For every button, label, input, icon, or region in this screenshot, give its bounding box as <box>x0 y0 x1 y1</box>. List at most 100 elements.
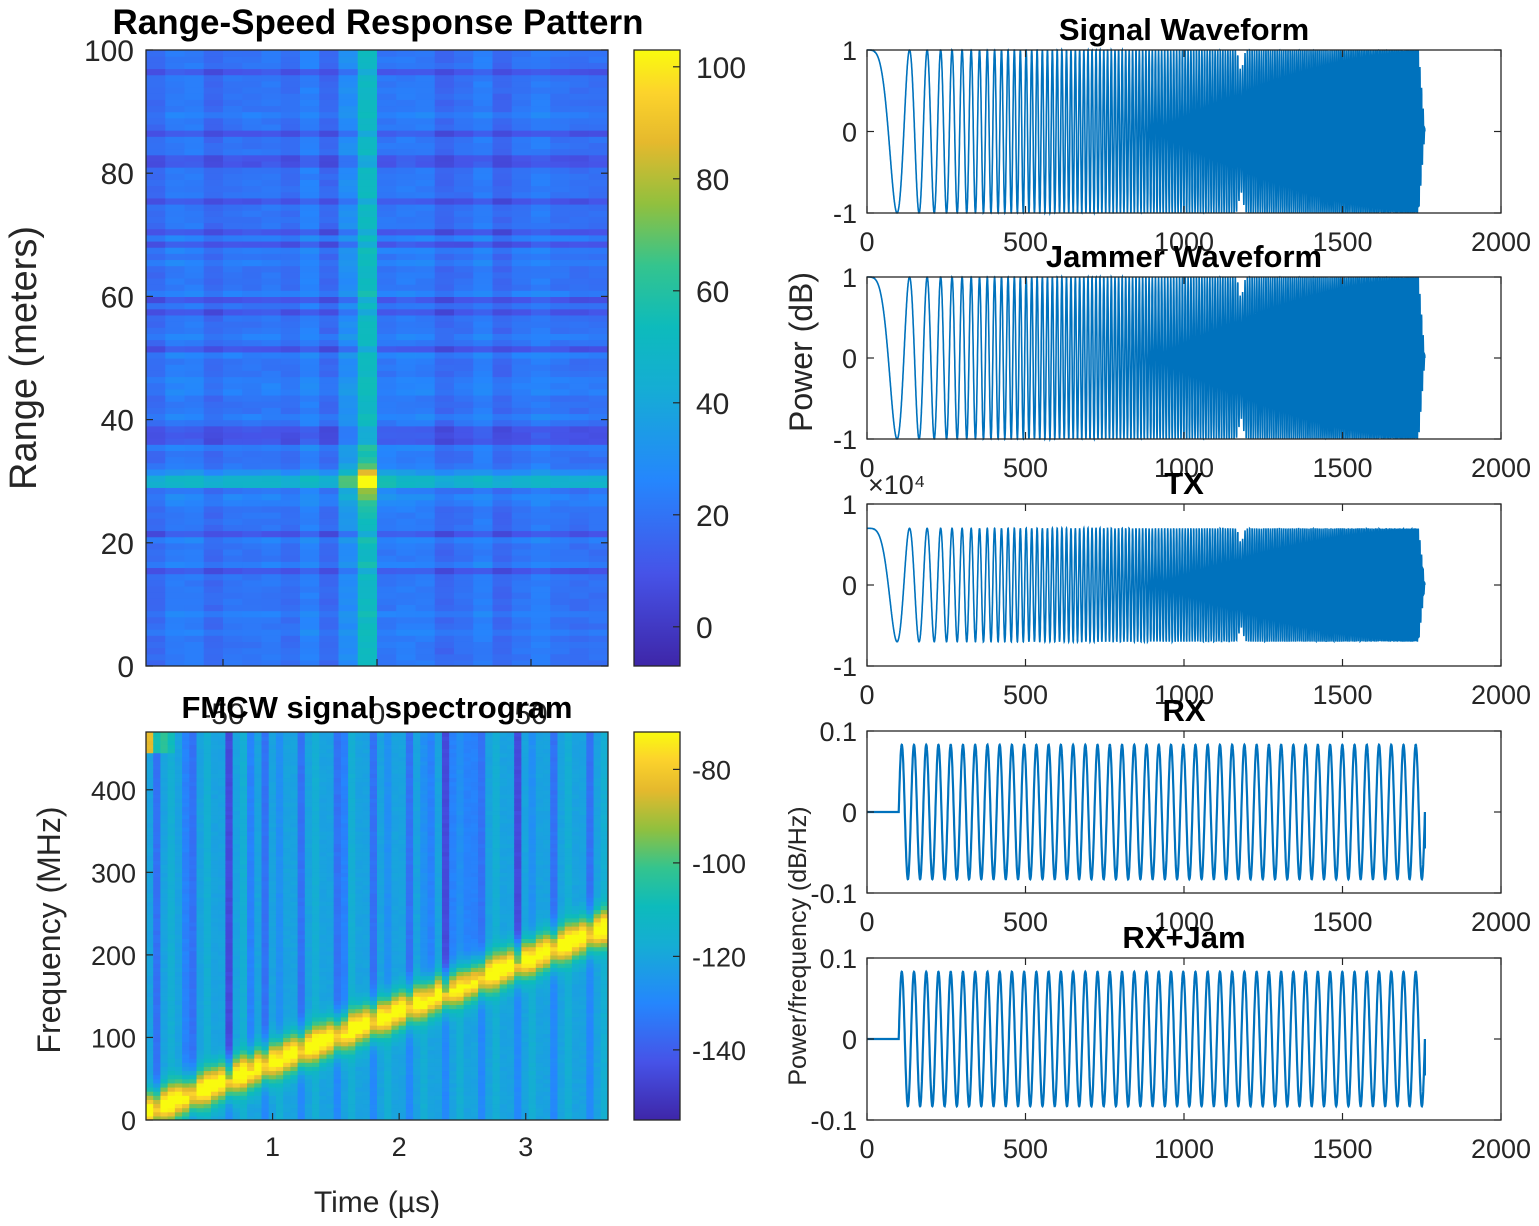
range-speed-cell <box>454 622 474 630</box>
range-speed-cell <box>203 105 224 113</box>
spectrogram-cell <box>225 1082 234 1088</box>
range-speed-cell <box>511 99 532 107</box>
range-speed-cell <box>588 142 608 150</box>
spectrogram-cell <box>167 777 176 783</box>
range-speed-cell <box>377 548 397 556</box>
range-speed-cell <box>473 142 494 150</box>
spectrogram-cell <box>261 1074 270 1080</box>
spectrogram-cell <box>160 1037 169 1043</box>
range-speed-cell <box>473 401 494 408</box>
range-speed-cell <box>184 616 205 624</box>
range-speed-cell <box>338 382 359 390</box>
range-speed-cell <box>300 629 320 636</box>
spectrogram-cell <box>239 1033 248 1039</box>
spectrogram-cell <box>261 756 270 762</box>
spectrogram-cell <box>182 1029 190 1034</box>
spectrogram-cell <box>146 773 154 779</box>
spectrogram-cell <box>167 864 176 869</box>
spectrogram-cell <box>275 835 284 840</box>
range-speed-cell <box>146 284 166 291</box>
range-speed-cell <box>588 579 608 587</box>
range-speed-cell <box>492 117 513 125</box>
range-speed-cell <box>300 68 320 76</box>
range-speed-cell <box>473 327 494 334</box>
spectrogram-cell <box>247 1025 255 1030</box>
spectrogram-cell <box>225 843 234 849</box>
range-speed-cell <box>223 228 243 236</box>
spectrogram-cell <box>326 905 335 911</box>
spectrogram-cell <box>326 1062 335 1067</box>
spectrogram-cell <box>297 1074 306 1080</box>
spectrogram-cell <box>160 963 169 968</box>
range-speed-cell <box>588 167 608 174</box>
spectrogram-cell <box>239 806 248 812</box>
spectrogram-cell <box>196 942 205 948</box>
range-speed-cell <box>165 450 186 458</box>
spectrogram-cell <box>247 740 255 745</box>
spectrogram-cell <box>290 802 299 807</box>
spectrogram-cell <box>319 1066 328 1072</box>
range-speed-cell <box>434 185 455 193</box>
spectrogram-cell <box>297 901 306 906</box>
spectrogram-cell <box>333 1099 342 1105</box>
range-speed-cell <box>588 530 608 538</box>
spectrogram-cell <box>290 905 299 911</box>
range-speed-cell <box>492 610 513 618</box>
range-speed-cell <box>434 351 455 359</box>
range-speed-cell <box>165 86 186 94</box>
spectrogram-cell <box>203 773 212 779</box>
range-speed-cell <box>492 585 513 593</box>
spectrogram-cell <box>319 818 328 824</box>
range-speed-cell <box>300 136 320 143</box>
range-speed-cell <box>184 314 205 322</box>
spectrogram-cell <box>304 996 313 1001</box>
spectrogram-cell <box>210 921 219 927</box>
range-speed-cell <box>569 56 590 63</box>
spectrogram-cell <box>247 1058 255 1063</box>
range-speed-cell <box>569 542 590 550</box>
range-speed-cell <box>203 499 224 507</box>
range-speed-cell <box>223 450 243 458</box>
spectrogram-cell <box>146 1091 154 1096</box>
spectrogram-cell <box>210 979 219 985</box>
range-speed-cell <box>511 111 532 119</box>
range-speed-cell <box>511 50 532 57</box>
range-speed-cell <box>396 123 417 131</box>
spectrogram-cell <box>153 868 162 873</box>
range-speed-cell <box>280 154 301 162</box>
range-speed-cell <box>473 339 494 347</box>
range-speed-cell <box>146 210 166 217</box>
spectrogram-cell <box>290 736 299 741</box>
spectrogram-cell <box>196 822 205 828</box>
spectrogram-cell <box>268 884 277 890</box>
spectrogram-cell <box>225 748 234 754</box>
range-speed-cell <box>396 573 417 581</box>
spectrogram-cell <box>268 987 277 993</box>
spectrogram-cell <box>297 843 306 849</box>
range-speed-cell <box>492 382 513 390</box>
spectrogram-cell <box>239 744 248 750</box>
spectrogram-cell <box>160 1058 169 1063</box>
range-speed-cell <box>454 505 474 513</box>
range-speed-cell <box>531 604 551 612</box>
spectrogram-cell <box>203 831 212 836</box>
range-speed-cell <box>531 438 551 445</box>
range-speed-cell <box>377 610 397 618</box>
spectrogram-cell <box>174 1095 183 1100</box>
range-speed-cell <box>184 308 205 316</box>
range-speed-cell <box>338 653 359 661</box>
range-speed-cell <box>511 468 532 476</box>
range-speed-cell <box>165 265 186 273</box>
spectrogram-cell <box>297 987 306 993</box>
range-speed-cell <box>184 604 205 612</box>
range-speed-cell <box>550 296 571 304</box>
range-speed-cell <box>531 216 551 224</box>
range-speed-cell <box>261 382 282 390</box>
range-speed-cell <box>165 93 186 100</box>
range-speed-cell <box>146 518 166 525</box>
spectrogram-cell <box>312 855 320 861</box>
range-speed-cell <box>319 351 340 359</box>
range-speed-cell <box>242 68 263 76</box>
range-speed-cell <box>550 210 571 217</box>
spectrogram-cell <box>290 1033 299 1039</box>
